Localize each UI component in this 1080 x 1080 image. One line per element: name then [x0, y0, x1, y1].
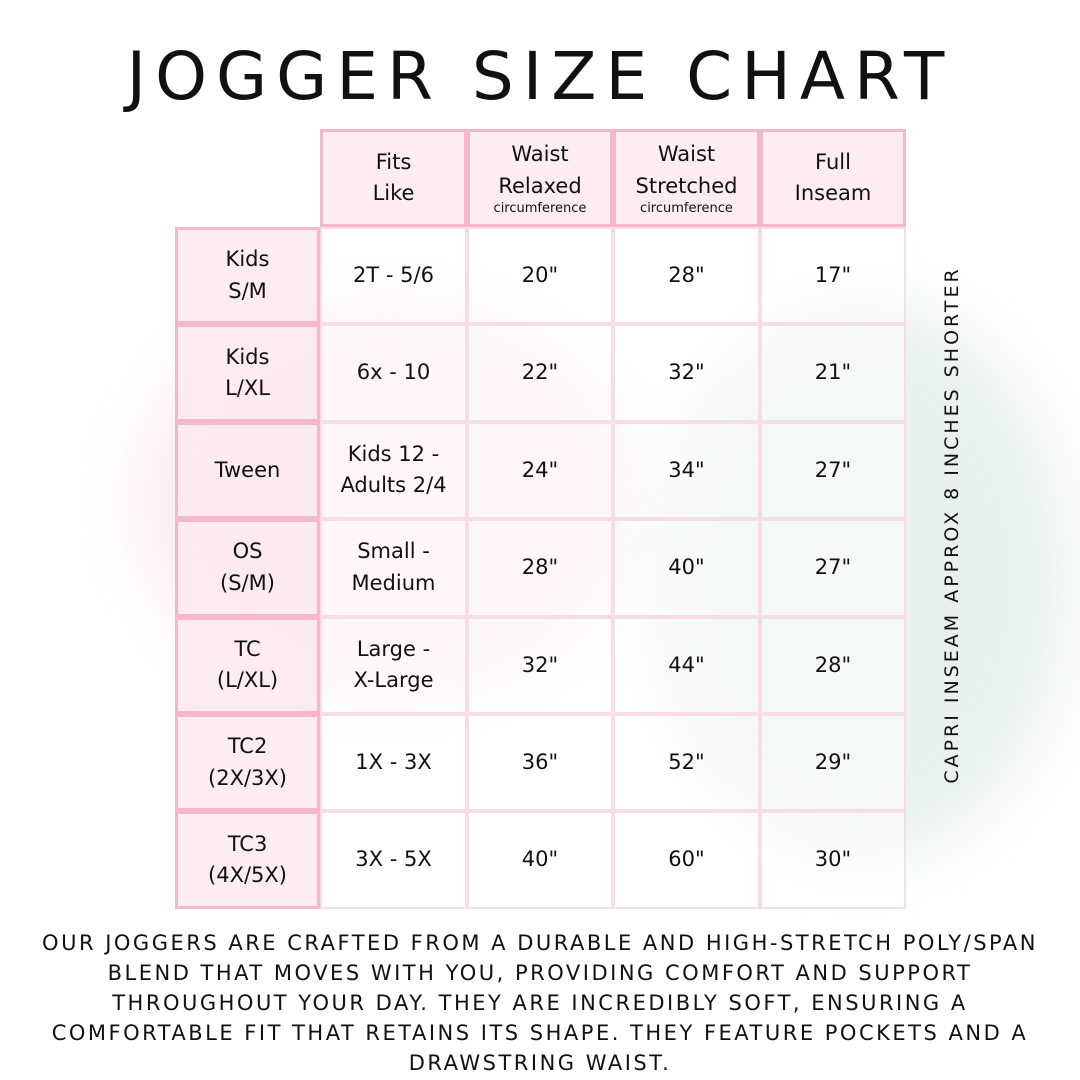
cell-text: 52" — [668, 749, 705, 774]
cell-text: circumference — [640, 201, 733, 217]
cell-text: Waist — [511, 142, 569, 167]
inseam-cell: 21" — [760, 324, 906, 422]
cell-text: 27" — [814, 457, 852, 482]
fits-cell: 1X - 3X — [320, 714, 467, 812]
cell-text: S/M — [228, 278, 267, 303]
row-header: Tween — [175, 421, 320, 520]
cell-text: L/XL — [225, 376, 270, 401]
fits-cell: Kids 12 - Adults 2/4 — [320, 421, 467, 520]
cell-text: 30" — [814, 847, 852, 872]
relaxed-cell: 28" — [467, 519, 613, 617]
cell-text: 17" — [814, 262, 852, 287]
relaxed-cell: 22" — [467, 324, 613, 422]
row-header: TC (L/XL) — [175, 616, 320, 714]
cell-text: Adults 2/4 — [340, 473, 447, 498]
cell-text: 60" — [668, 847, 705, 872]
cell-text: Kids — [225, 344, 270, 369]
cell-text: TC — [234, 636, 261, 661]
cell-text: 28" — [668, 262, 705, 287]
page-title: JOGGER SIZE CHART — [126, 38, 954, 115]
inseam-cell: 17" — [760, 227, 906, 325]
cell-text: (S/M) — [220, 570, 275, 595]
cell-text: 28" — [814, 652, 852, 677]
cell-text: TC2 — [227, 734, 268, 759]
cell-text: Like — [372, 181, 415, 205]
cell-text: X-Large — [353, 668, 434, 693]
cell-text: 3X - 5X — [355, 847, 432, 872]
row-header: Kids L/XL — [175, 324, 320, 422]
inseam-cell: 30" — [760, 811, 906, 909]
fits-cell: 6x - 10 — [320, 324, 467, 422]
cell-text: 22" — [521, 360, 559, 385]
cell-text: Medium — [351, 570, 436, 595]
column-header: Waist Stretched circumference — [613, 129, 760, 227]
cell-text: Small - — [357, 539, 430, 564]
stretched-cell: 34" — [613, 421, 760, 520]
relaxed-cell: 32" — [467, 616, 613, 714]
cell-text: OS — [232, 539, 263, 564]
stretched-cell: 40" — [613, 519, 760, 617]
column-header: Waist Relaxed circumference — [467, 129, 613, 227]
relaxed-cell: 24" — [467, 421, 613, 520]
cell-text: 6x - 10 — [356, 360, 431, 385]
inseam-cell: 28" — [760, 616, 906, 714]
cell-text: 36" — [521, 749, 559, 774]
stretched-cell: 44" — [613, 616, 760, 714]
row-header: TC3 (4X/5X) — [175, 811, 320, 909]
cell-text: Kids — [225, 247, 270, 272]
column-header: Full Inseam — [760, 129, 906, 227]
cell-text: 28" — [521, 555, 559, 580]
inseam-cell: 29" — [760, 714, 906, 812]
inseam-cell: 27" — [760, 421, 906, 520]
relaxed-cell: 36" — [467, 714, 613, 812]
stretched-cell: 32" — [613, 324, 760, 422]
row-header: OS (S/M) — [175, 519, 320, 617]
cell-text: 40" — [521, 847, 559, 872]
cell-text: (2X/3X) — [208, 765, 287, 790]
cell-text: Inseam — [794, 181, 872, 205]
description: Our joggers are crafted from a durable a… — [42, 931, 1038, 1075]
column-header: Fits Like — [320, 129, 467, 227]
cell-text: 44" — [668, 652, 705, 677]
stretched-cell: 52" — [613, 714, 760, 812]
cell-text: Waist — [657, 142, 716, 167]
cell-text: 27" — [814, 555, 852, 580]
stretched-cell: 28" — [613, 227, 760, 325]
cell-text: Stretched — [635, 173, 738, 198]
cell-text: (4X/5X) — [208, 863, 287, 888]
cell-text: Full — [815, 149, 851, 174]
cell-text: circumference — [493, 201, 587, 217]
capri-note: CAPRI INSEAM APPROX 8 INCHES SHORTER — [941, 266, 963, 784]
row-header: TC2 (2X/3X) — [175, 714, 320, 812]
cell-text: Fits — [375, 149, 412, 174]
cell-text: (L/XL) — [216, 668, 279, 693]
cell-text: Tween — [214, 457, 281, 482]
relaxed-cell: 20" — [467, 227, 613, 325]
cell-text: Large - — [356, 636, 431, 661]
fits-cell: 2T - 5/6 — [320, 227, 467, 325]
cell-text: Relaxed — [498, 173, 582, 198]
cell-text: TC3 — [227, 831, 268, 856]
inseam-cell: 27" — [760, 519, 906, 617]
cell-text: 40" — [668, 555, 705, 580]
cell-text: 32" — [668, 360, 705, 385]
cell-text: 20" — [521, 262, 559, 287]
cell-text: 2T - 5/6 — [353, 262, 434, 287]
fits-cell: Large - X-Large — [320, 616, 467, 714]
fits-cell: 3X - 5X — [320, 811, 467, 909]
stretched-cell: 60" — [613, 811, 760, 909]
row-header: Kids S/M — [175, 227, 320, 325]
cell-text: Kids 12 - — [347, 441, 440, 466]
cell-text: 24" — [521, 457, 559, 482]
cell-text: 21" — [814, 360, 852, 385]
cell-text: 29" — [814, 749, 852, 774]
cell-text: 32" — [521, 652, 559, 677]
fits-cell: Small - Medium — [320, 519, 467, 617]
relaxed-cell: 40" — [467, 811, 613, 909]
cell-text: 34" — [668, 457, 705, 482]
cell-text: 1X - 3X — [355, 749, 432, 774]
